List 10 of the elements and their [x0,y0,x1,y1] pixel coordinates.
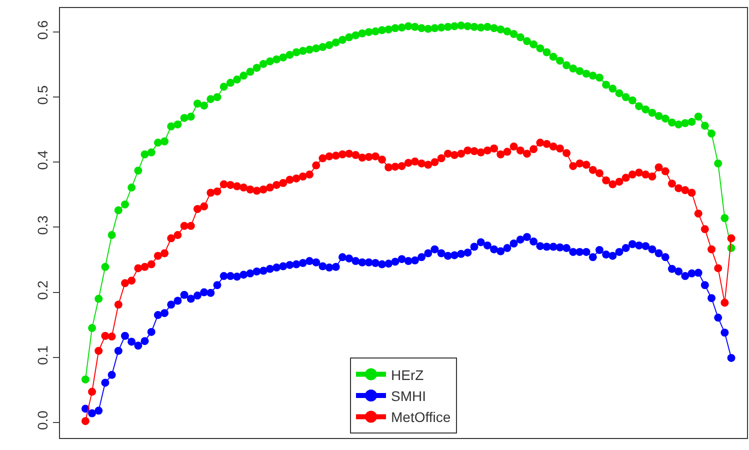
legend-label: MetOffice [391,409,451,426]
y-tick-label: 0.3 [34,215,50,235]
y-tick-label: 0.2 [34,280,50,300]
y-tick-label: 0.4 [34,150,50,170]
y-tick-label: 0.1 [34,345,50,365]
y-tick-label: 0.5 [34,85,50,105]
y-tick-label: 0.0 [34,410,50,430]
legend-label: HErZ [391,366,424,383]
legend-label: SMHI [391,388,426,404]
y-tick-label: 0.6 [34,20,50,40]
